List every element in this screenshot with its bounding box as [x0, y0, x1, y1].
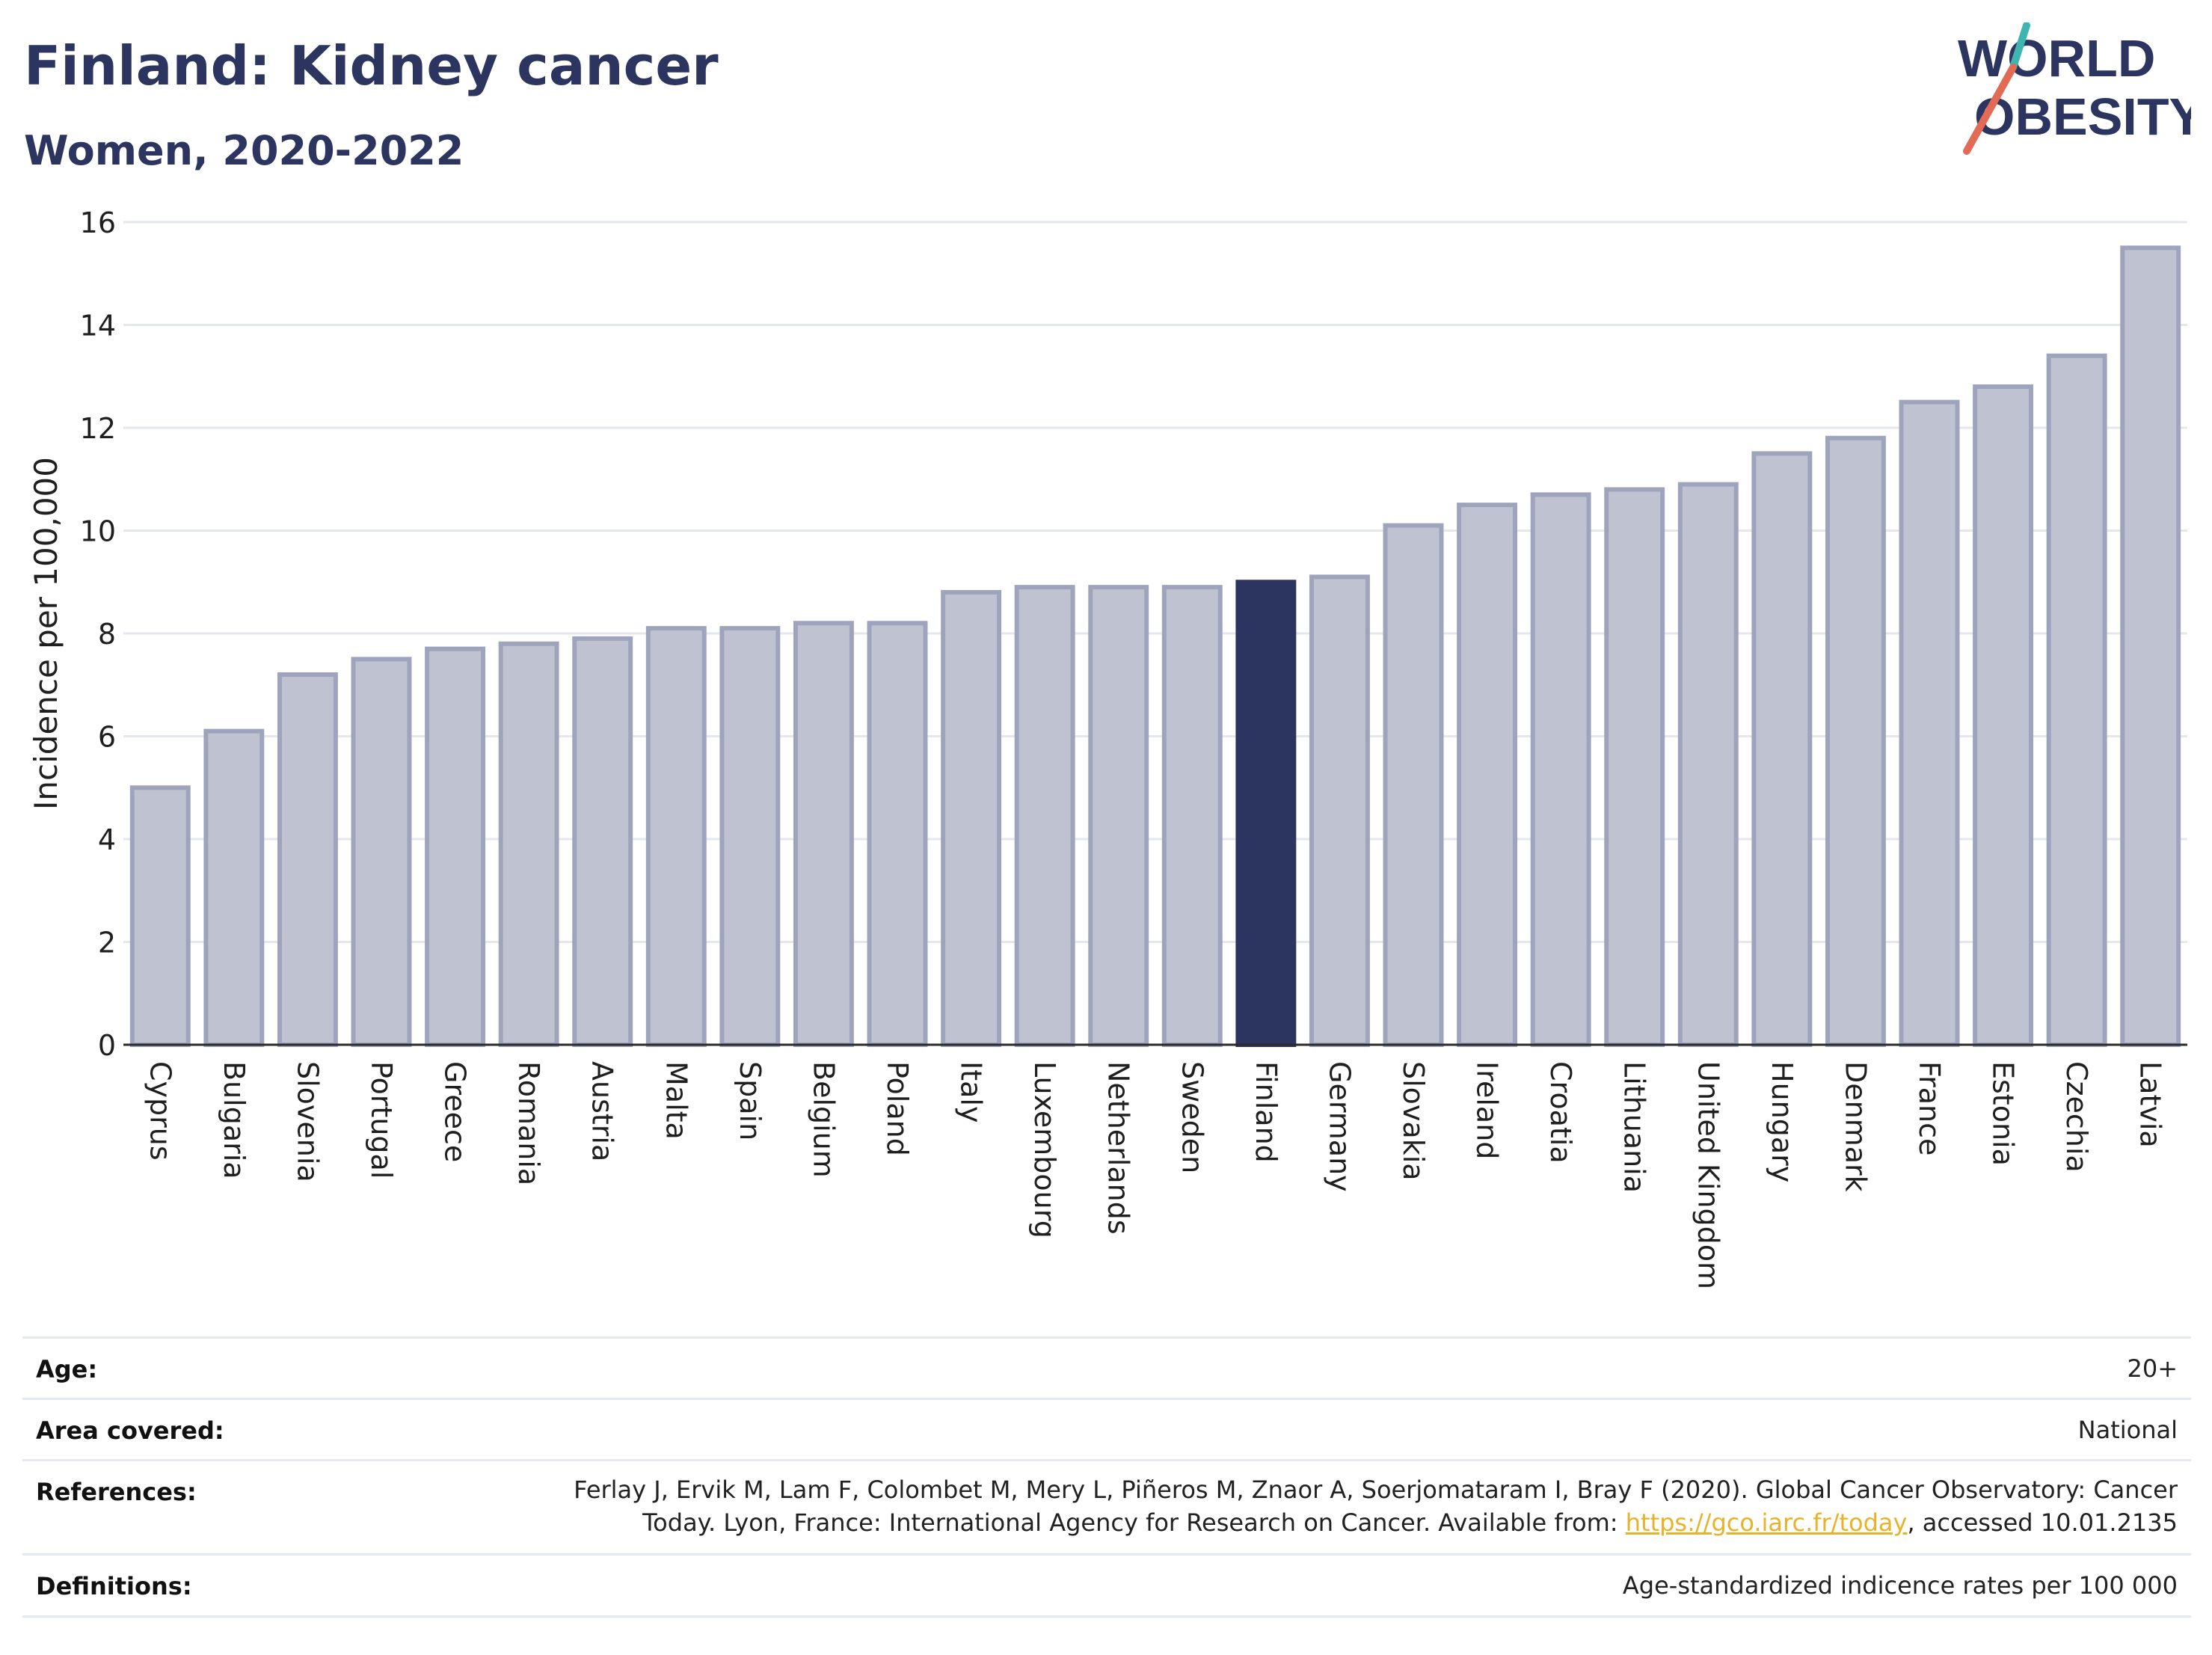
- x-tick-label: Cyprus: [144, 1061, 176, 1161]
- bar-united-kingdom: [1677, 482, 1739, 1047]
- x-tick-label: Denmark: [1839, 1061, 1872, 1192]
- logo-slash-red: [1963, 64, 2017, 155]
- bar-latvia: [2120, 245, 2181, 1047]
- x-tick-label: Germany: [1323, 1061, 1356, 1192]
- bar-croatia: [1530, 492, 1591, 1047]
- x-tick-label: Hungary: [1766, 1061, 1798, 1182]
- bar-bulgaria: [203, 728, 265, 1047]
- definitions-value: Age-standardized indicence rates per 100…: [1622, 1571, 2178, 1600]
- bar-hungary: [1751, 451, 1813, 1047]
- bar-spain: [719, 626, 781, 1047]
- logo-line2: OBESITY: [1974, 87, 2191, 146]
- age-label: Age:: [36, 1355, 98, 1384]
- bar-lithuania: [1604, 487, 1665, 1047]
- y-tick-label: 8: [98, 618, 116, 651]
- x-tick-label: Slovenia: [291, 1061, 324, 1182]
- logo-line1: WORLD: [1958, 29, 2155, 87]
- x-tick-label: Luxembourg: [1028, 1061, 1061, 1238]
- meta-row-references: References: Ferlay J, Ervik M, Lam F, Co…: [22, 1459, 2191, 1556]
- bar-poland: [867, 621, 928, 1047]
- x-tick-label: Slovakia: [1397, 1061, 1430, 1181]
- bar-czechia: [2046, 353, 2107, 1047]
- meta-row-age: Age: 20+: [22, 1336, 2191, 1400]
- x-tick-label: Croatia: [1544, 1061, 1577, 1164]
- x-tick-label: Finland: [1250, 1061, 1282, 1163]
- bar-malta: [645, 626, 707, 1047]
- y-tick-label: 4: [98, 823, 116, 856]
- bar-luxembourg: [1014, 585, 1075, 1047]
- x-tick-label: Ireland: [1471, 1061, 1504, 1159]
- bar-romania: [498, 641, 559, 1047]
- bar-denmark: [1825, 435, 1886, 1047]
- bar-portugal: [351, 657, 412, 1047]
- x-tick-label: Sweden: [1176, 1061, 1208, 1173]
- logo-slash-teal: [2009, 22, 2030, 71]
- bar-slovakia: [1383, 523, 1444, 1047]
- references-value: Ferlay J, Ervik M, Lam F, Colombet M, Me…: [574, 1473, 2178, 1539]
- references-line2-pre: Today. Lyon, France: International Agenc…: [642, 1508, 1626, 1537]
- area-label: Area covered:: [36, 1416, 224, 1445]
- meta-row-definitions: Definitions: Age-standardized indicence …: [22, 1553, 2191, 1618]
- x-tick-label: Netherlands: [1102, 1061, 1135, 1235]
- bar-cyprus: [129, 785, 191, 1047]
- references-line2: Today. Lyon, France: International Agenc…: [574, 1506, 2178, 1539]
- bar-estonia: [1973, 384, 2034, 1047]
- bar-italy: [941, 590, 1002, 1047]
- x-tick-label: Italy: [955, 1061, 988, 1123]
- x-tick-label: Estonia: [1987, 1061, 2020, 1166]
- references-line1: Ferlay J, Ervik M, Lam F, Colombet M, Me…: [574, 1476, 2178, 1504]
- x-tick-label: Belgium: [807, 1061, 840, 1178]
- x-tick-label: Portugal: [365, 1061, 398, 1179]
- x-tick-label: Greece: [439, 1061, 472, 1162]
- y-axis-ticks: 0 2 4 6 8 10 12 14 16: [80, 206, 116, 1062]
- bar-germany: [1309, 574, 1370, 1047]
- x-tick-label: France: [1913, 1061, 1946, 1155]
- area-value: National: [2077, 1416, 2178, 1444]
- y-tick-label: 6: [98, 721, 116, 754]
- x-tick-label: Bulgaria: [218, 1061, 251, 1179]
- bar-france: [1899, 399, 1960, 1047]
- references-link[interactable]: https://gco.iarc.fr/today: [1625, 1508, 1908, 1537]
- x-tick-label: Spain: [734, 1061, 766, 1140]
- bar-slovenia: [277, 672, 338, 1047]
- chart-title: Finland: Kidney cancer: [24, 34, 719, 97]
- bar-netherlands: [1088, 585, 1149, 1047]
- references-label: References:: [36, 1478, 197, 1506]
- age-value: 20+: [2127, 1354, 2178, 1383]
- bar-finland: [1235, 580, 1297, 1047]
- x-tick-label: Malta: [660, 1061, 692, 1140]
- x-tick-label: Lithuania: [1618, 1061, 1651, 1193]
- bar-greece: [425, 646, 486, 1047]
- y-tick-label: 10: [80, 515, 116, 548]
- bar-sweden: [1161, 585, 1223, 1047]
- y-tick-label: 0: [98, 1029, 116, 1062]
- meta-row-area: Area covered: National: [22, 1398, 2191, 1461]
- bar-belgium: [793, 621, 854, 1047]
- x-axis-ticks: Cyprus Bulgaria Slovenia Portugal Greece Roma…: [144, 1061, 2166, 1289]
- bar-ireland: [1457, 503, 1518, 1047]
- x-tick-label: Austria: [586, 1061, 619, 1161]
- bars: [129, 245, 2181, 1047]
- world-obesity-logo: WORLD OBESITY: [1958, 22, 2191, 155]
- x-tick-label: United Kingdom: [1692, 1061, 1724, 1289]
- chart-subtitle: Women, 2020-2022: [24, 127, 464, 174]
- references-line2-post: , accessed 10.01.2135: [1907, 1508, 2178, 1537]
- x-tick-label: Romania: [512, 1061, 545, 1185]
- bar-austria: [572, 636, 633, 1047]
- x-tick-label: Poland: [881, 1061, 914, 1156]
- definitions-label: Definitions:: [36, 1572, 192, 1600]
- x-tick-label: Latvia: [2134, 1061, 2167, 1148]
- bar-chart: 0 2 4 6 8 10 12 14 16 Cyprus Bulgaria Slovenia Port…: [28, 206, 2187, 1289]
- y-tick-label: 14: [80, 310, 116, 343]
- y-tick-label: 12: [80, 412, 116, 445]
- y-axis-label: Incidence per 100,000: [28, 457, 64, 810]
- y-tick-label: 2: [98, 927, 116, 959]
- x-tick-label: Czechia: [2060, 1061, 2093, 1173]
- y-tick-label: 16: [80, 206, 116, 239]
